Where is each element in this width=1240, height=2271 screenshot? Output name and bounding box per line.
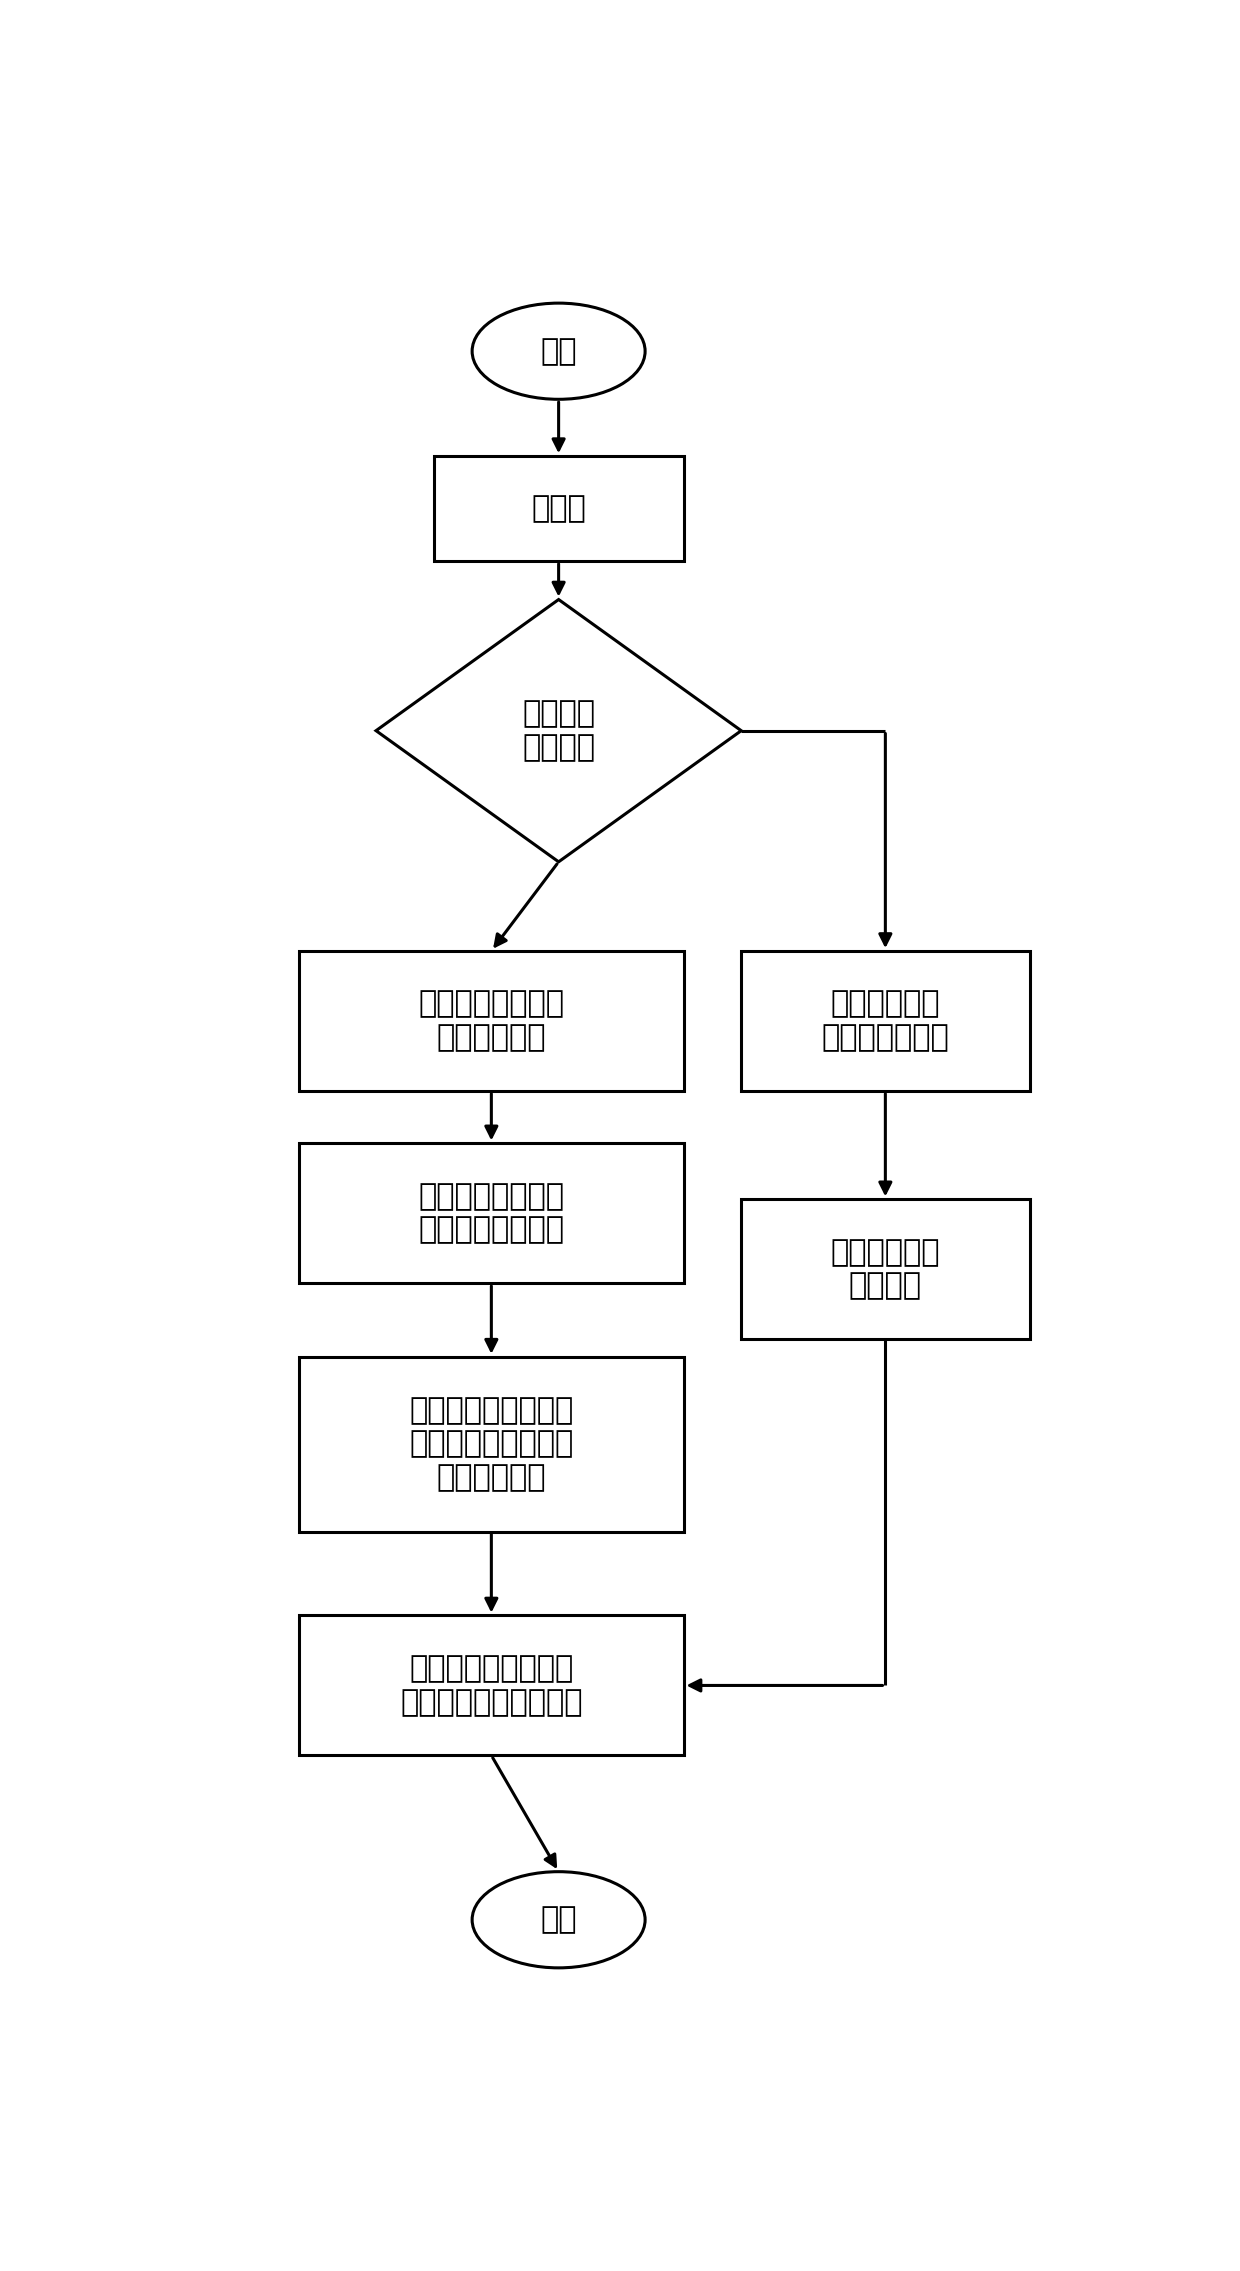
Bar [434, 456, 683, 561]
Text: 有用户配
置命令？: 有用户配 置命令？ [522, 699, 595, 763]
Text: 开始: 开始 [541, 336, 577, 366]
Ellipse shape [472, 1871, 645, 1969]
Bar [299, 1615, 683, 1755]
Bar [299, 952, 683, 1090]
Text: 初始化: 初始化 [531, 495, 587, 522]
Text: 执行用户命令
并改变硬件结构: 执行用户命令 并改变硬件结构 [821, 990, 950, 1051]
Bar [299, 1142, 683, 1283]
Text: 根据处理结果得到设
备特性及传感矩阵中
的有效传感器: 根据处理结果得到设 备特性及传感矩阵中 的有效传感器 [409, 1397, 573, 1492]
Text: 只对所需单元
进行供电: 只对所需单元 进行供电 [831, 1238, 940, 1301]
Text: 振动信号传感矩阵
检测振动信号: 振动信号传感矩阵 检测振动信号 [418, 990, 564, 1051]
Text: 对传感矩阵的每一
路信号都进行处理: 对传感矩阵的每一 路信号都进行处理 [418, 1181, 564, 1245]
Text: 对有效传感器进行供
电，无效传感器不供电: 对有效传感器进行供 电，无效传感器不供电 [401, 1653, 583, 1717]
Bar [299, 1356, 683, 1531]
Text: 结束: 结束 [541, 1905, 577, 1935]
Bar [742, 1199, 1029, 1340]
Polygon shape [376, 600, 742, 861]
Ellipse shape [472, 302, 645, 400]
Bar [742, 952, 1029, 1090]
